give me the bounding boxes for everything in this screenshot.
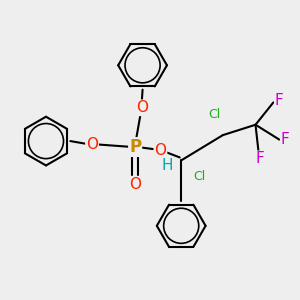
Text: O: O bbox=[154, 142, 166, 158]
Text: O: O bbox=[86, 136, 98, 152]
Text: F: F bbox=[281, 132, 290, 147]
Text: O: O bbox=[129, 177, 141, 192]
Text: H: H bbox=[161, 158, 173, 173]
Text: F: F bbox=[256, 152, 264, 166]
Text: O: O bbox=[136, 100, 148, 115]
Text: F: F bbox=[275, 94, 284, 109]
Text: Cl: Cl bbox=[208, 108, 220, 122]
Text: Cl: Cl bbox=[194, 170, 206, 183]
Text: P: P bbox=[129, 138, 141, 156]
